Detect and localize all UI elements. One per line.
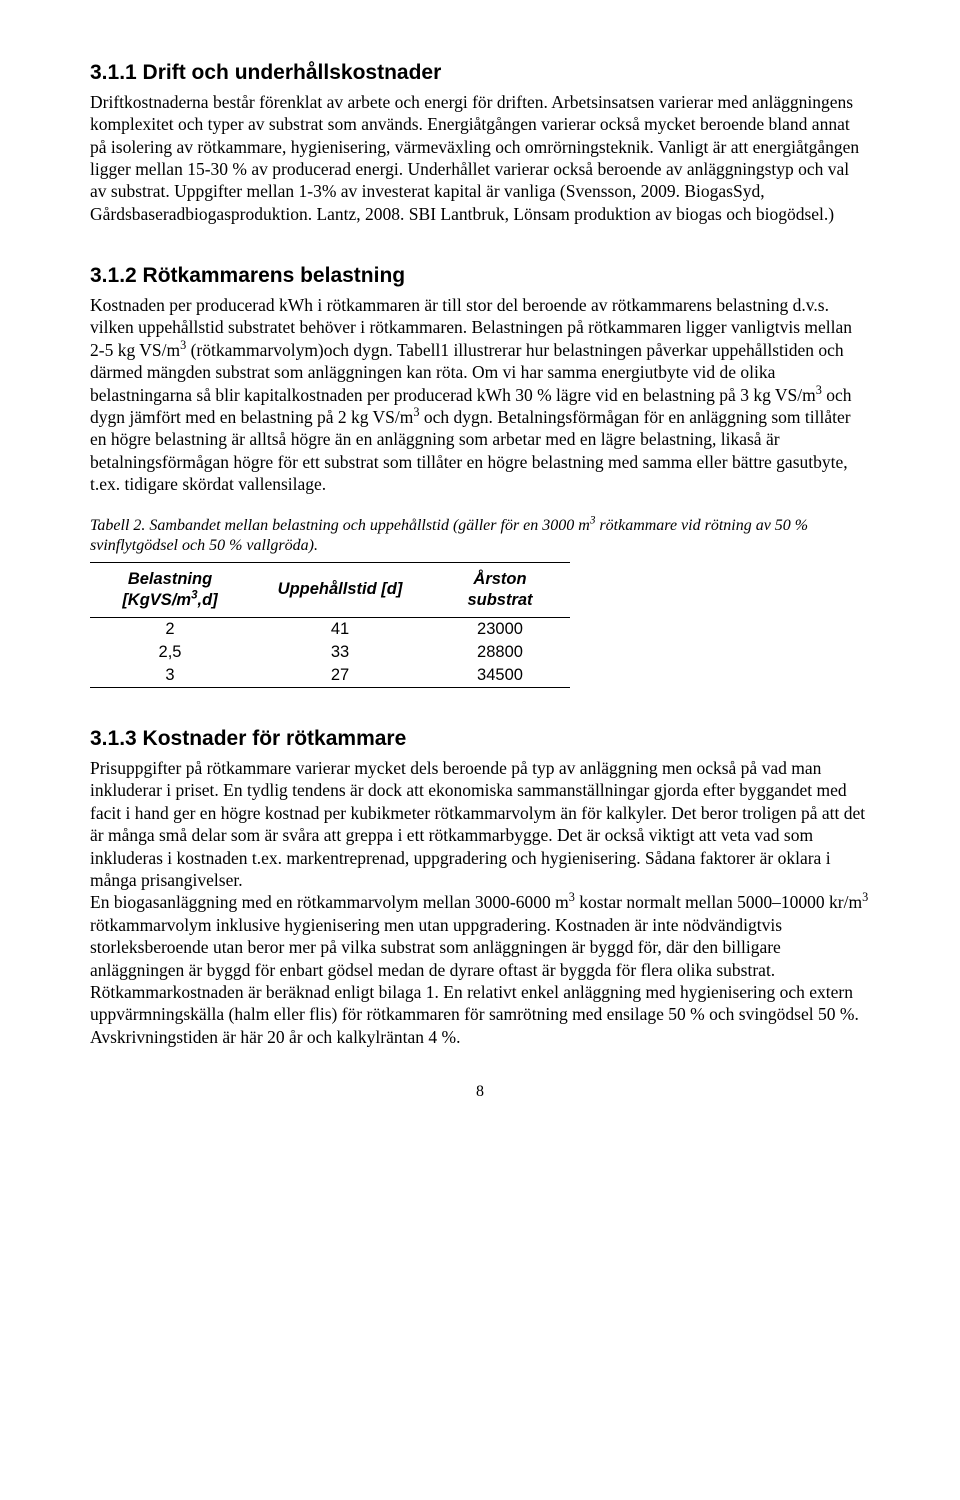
heading-3-1-1: 3.1.1 Drift och underhållskostnader bbox=[90, 60, 870, 87]
col-header-arston: Årstonsubstrat bbox=[430, 562, 570, 617]
cell: 23000 bbox=[430, 617, 570, 641]
cell: 41 bbox=[250, 617, 430, 641]
col-header-belastning: Belastning[KgVS/m3,d] bbox=[90, 562, 250, 617]
body-3-1-1: Driftkostnaderna består förenklat av arb… bbox=[90, 91, 870, 225]
table-row: 3 27 34500 bbox=[90, 664, 570, 688]
page-number: 8 bbox=[90, 1082, 870, 1102]
heading-3-1-3: 3.1.3 Kostnader för rötkammare bbox=[90, 726, 870, 753]
table-header-row: Belastning[KgVS/m3,d] Uppehållstid [d] Å… bbox=[90, 562, 570, 617]
table-row: 2 41 23000 bbox=[90, 617, 570, 641]
heading-3-1-2: 3.1.2 Rötkammarens belastning bbox=[90, 263, 870, 290]
table-caption: Tabell 2. Sambandet mellan belastning oc… bbox=[90, 516, 870, 556]
body-3-1-2: Kostnaden per producerad kWh i rötkammar… bbox=[90, 294, 870, 496]
table-body: 2 41 23000 2,5 33 28800 3 27 34500 bbox=[90, 617, 570, 687]
col-header-uppehallstid: Uppehållstid [d] bbox=[250, 562, 430, 617]
cell: 3 bbox=[90, 664, 250, 688]
cell: 2 bbox=[90, 617, 250, 641]
cell: 2,5 bbox=[90, 641, 250, 664]
cell: 34500 bbox=[430, 664, 570, 688]
belastning-table: Belastning[KgVS/m3,d] Uppehållstid [d] Å… bbox=[90, 562, 570, 689]
table-row: 2,5 33 28800 bbox=[90, 641, 570, 664]
cell: 28800 bbox=[430, 641, 570, 664]
cell: 27 bbox=[250, 664, 430, 688]
cell: 33 bbox=[250, 641, 430, 664]
body-3-1-3: Prisuppgifter på rötkammare varierar myc… bbox=[90, 757, 870, 1048]
